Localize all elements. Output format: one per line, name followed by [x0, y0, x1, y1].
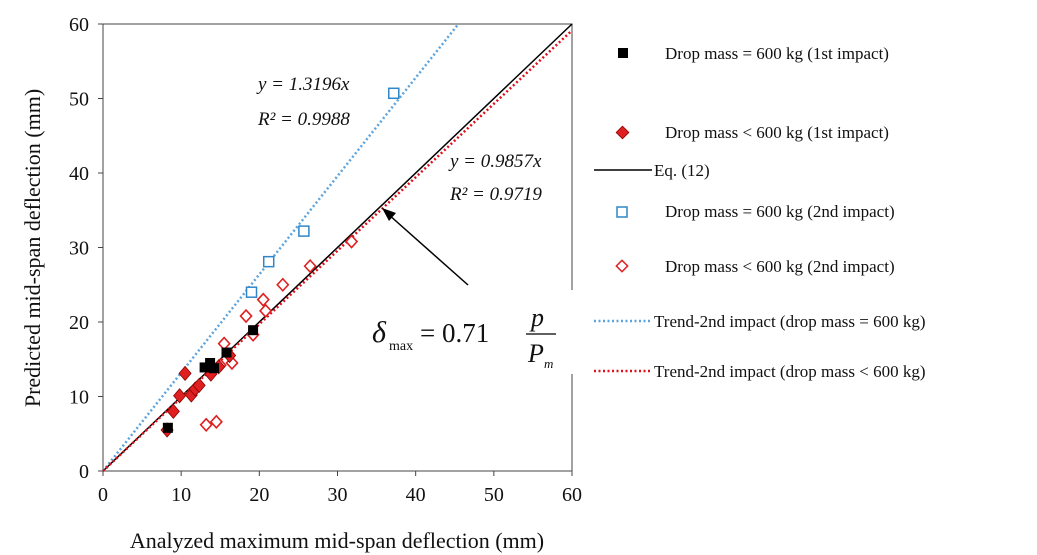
point-square-filled	[162, 422, 173, 433]
point-diamond-open	[276, 277, 290, 292]
legend-marker-600kg-2nd	[616, 206, 628, 218]
point-diamond-open	[259, 303, 273, 319]
point-square-open	[262, 255, 275, 268]
y-axis-title: Predicted mid-span deflection (mm)	[20, 89, 45, 407]
point-square-filled	[205, 357, 216, 368]
trend-line-6	[102, 29, 573, 472]
y-tick-label: 20	[69, 312, 89, 334]
formula-coefficient: = 0.71	[420, 318, 489, 348]
point-diamond-filled	[173, 388, 187, 404]
x-tick-label: 40	[406, 484, 426, 506]
legend-label-600kg-1st: Drop mass = 600 kg (1st impact)	[665, 44, 889, 63]
formula-numerator: p	[529, 303, 544, 332]
legend-marker-lt600kg-2nd	[615, 259, 629, 273]
x-tick-label: 30	[328, 484, 348, 506]
trend-equation-lt600kg: y = 0.9857x	[448, 151, 542, 172]
y-tick-label: 40	[69, 163, 89, 185]
trend-r2-lt600kg: R² = 0.9719	[449, 184, 542, 205]
y-tick-label: 60	[69, 14, 89, 36]
point-square-open	[245, 286, 258, 298]
point-diamond-filled	[178, 365, 192, 382]
formula-denominator-subscript: m	[544, 356, 553, 371]
axis-ticks: 0 10 20 30 40 50 60 0 10 20 30 40 50 60	[69, 14, 582, 506]
y-tick-label: 0	[79, 461, 89, 483]
formula-delta-subscript: max	[389, 339, 413, 354]
x-tick-label: 50	[484, 484, 504, 506]
point-square-filled	[199, 362, 210, 373]
trend-r2-600kg: R² = 0.9988	[257, 109, 350, 130]
legend-label-trend-lt600kg: Trend-2nd impact (drop mass < 600 kg)	[654, 362, 926, 381]
legend-marker-lt600kg-1st	[615, 125, 630, 140]
legend-label-eq12: Eq. (12)	[654, 161, 710, 180]
point-square-filled	[221, 347, 232, 358]
point-diamond-open	[199, 417, 213, 432]
point-diamond-open	[344, 234, 359, 249]
point-square-open	[298, 225, 310, 237]
x-tick-label: 20	[249, 484, 269, 506]
point-diamond-filled	[192, 377, 206, 393]
x-tick-label: 60	[562, 484, 582, 506]
formula-arrow	[387, 213, 469, 286]
legend-marker-600kg-1st	[618, 48, 628, 58]
y-tick-label: 50	[69, 89, 89, 111]
legend-label-600kg-2nd: Drop mass = 600 kg (2nd impact)	[665, 202, 895, 221]
point-diamond-filled	[166, 403, 180, 420]
point-square-filled	[248, 325, 259, 336]
legend-label-lt600kg-2nd: Drop mass < 600 kg (2nd impact)	[665, 257, 895, 276]
point-diamond-open	[209, 414, 223, 430]
formula-delta: δ	[372, 316, 387, 349]
formula-box	[368, 290, 590, 374]
formula-arrowhead	[382, 208, 396, 221]
legend-label-lt600kg-1st: Drop mass < 600 kg (1st impact)	[665, 123, 889, 142]
y-tick-label: 30	[69, 238, 89, 260]
x-axis-title: Analyzed maximum mid-span deflection (mm…	[130, 528, 544, 553]
legend-label-trend-600kg: Trend-2nd impact (drop mass = 600 kg)	[654, 312, 926, 331]
data-points	[160, 87, 400, 438]
y-tick-label: 10	[69, 387, 89, 409]
legend: Drop mass = 600 kg (1st impact) Drop mas…	[594, 44, 926, 381]
point-diamond-open	[303, 258, 317, 274]
x-tick-label: 10	[171, 484, 191, 506]
point-square-open	[388, 87, 400, 100]
point-diamond-open	[256, 292, 270, 307]
point-square-filled	[208, 363, 219, 374]
point-diamond-open	[239, 308, 253, 324]
formula-denominator: P	[527, 339, 544, 368]
x-tick-label: 0	[98, 484, 108, 506]
trend-line-5	[102, 23, 460, 472]
trend-equation-600kg: y = 1.3196x	[256, 74, 350, 95]
